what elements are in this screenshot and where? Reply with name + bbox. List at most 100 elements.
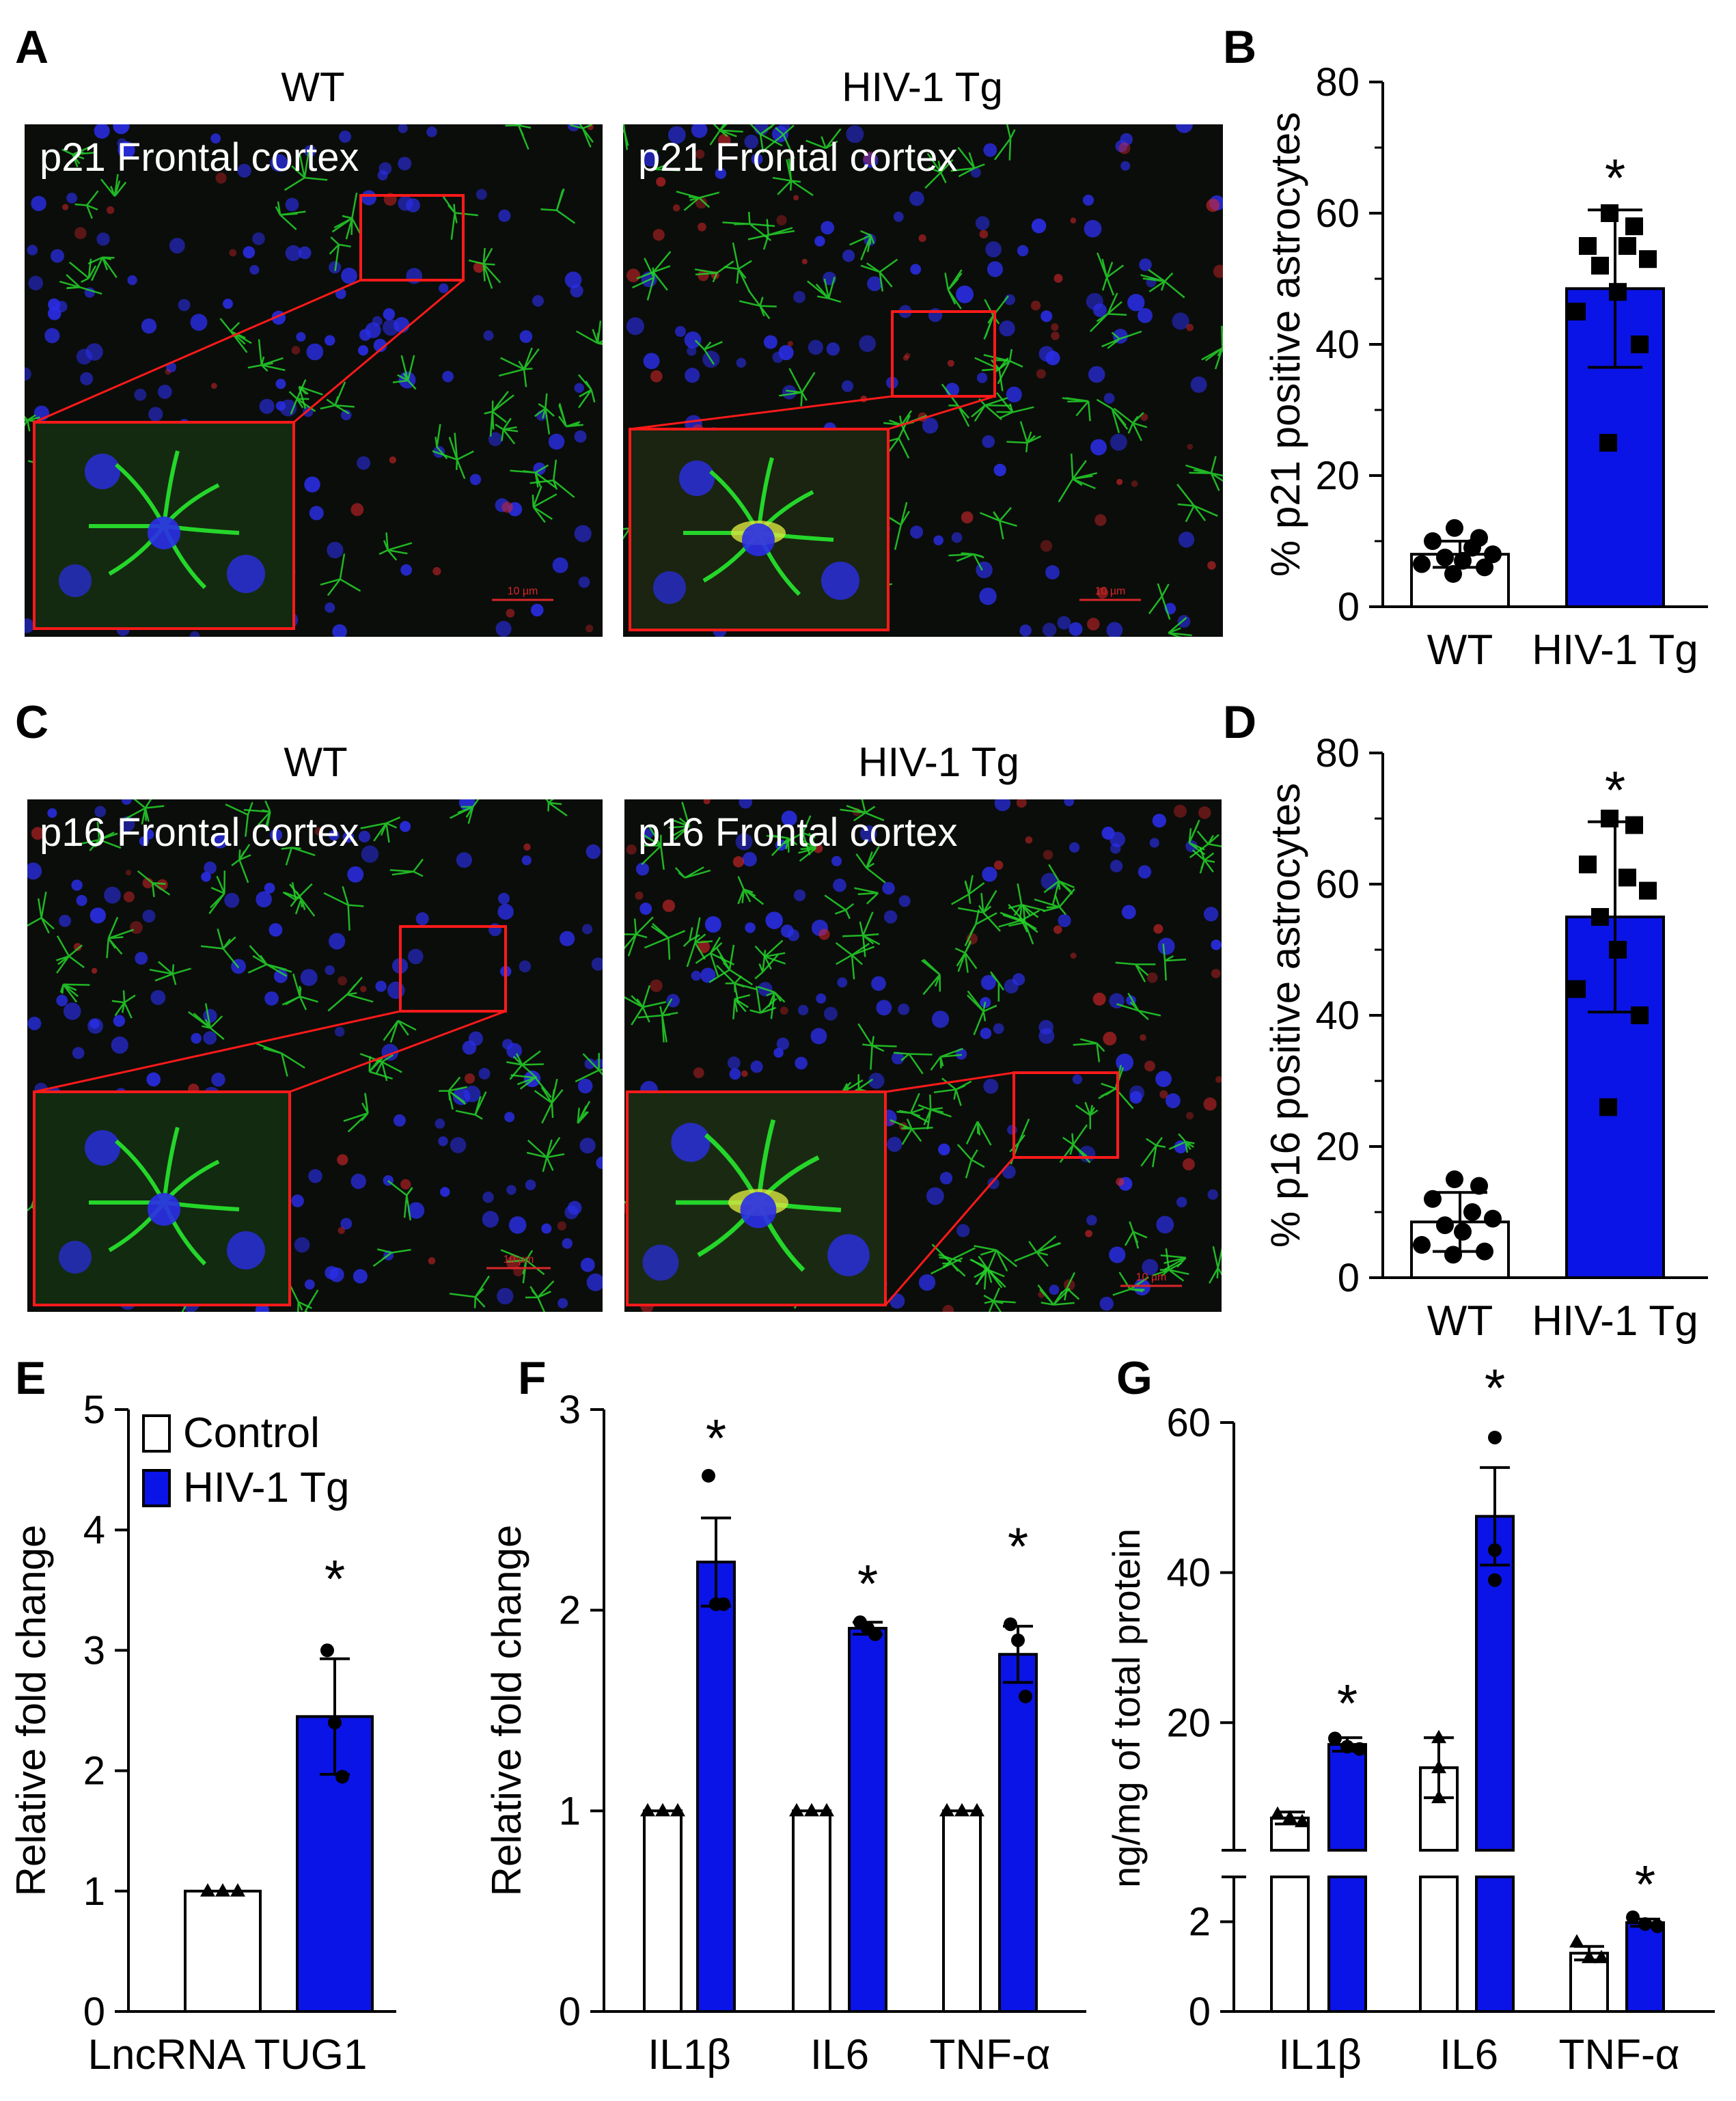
marker-spot: [1140, 413, 1148, 421]
nucleus: [27, 1016, 42, 1030]
panel-label-f: F: [518, 1352, 547, 1404]
nucleus: [398, 156, 412, 171]
data-point: [1295, 1813, 1310, 1828]
marker-spot: [1085, 1230, 1092, 1237]
nucleus: [591, 957, 603, 971]
nucleus: [1207, 1189, 1219, 1200]
nucleus: [270, 829, 283, 841]
marker-spot: [650, 979, 663, 992]
panel-label-c: C: [15, 696, 49, 748]
nucleus: [304, 1279, 315, 1290]
panel-label-e: E: [15, 1352, 46, 1404]
astrocyte: [1176, 483, 1218, 523]
nucleus: [793, 290, 805, 303]
marker-spot: [1051, 331, 1060, 340]
y-tick-label: 20: [1315, 1125, 1360, 1169]
astrocyte: [1201, 325, 1223, 370]
astrocyte: [468, 247, 501, 289]
y-tick-label: 3: [83, 1628, 105, 1673]
astrocyte: [505, 124, 532, 150]
astrocyte: [668, 801, 691, 840]
bar: [942, 1809, 982, 2013]
marker-spot: [942, 1304, 954, 1312]
data-point: [1436, 549, 1454, 566]
data-point: [789, 1802, 804, 1817]
nucleus: [1045, 351, 1060, 366]
nucleus: [674, 326, 686, 338]
nucleus: [426, 126, 437, 137]
data-point: [1638, 1917, 1652, 1931]
nucleus: [59, 1241, 92, 1274]
data-point: [868, 1627, 882, 1641]
nucleus: [863, 152, 879, 168]
y-tick-label: 60: [1315, 862, 1360, 907]
nucleus: [1064, 799, 1075, 807]
astrocyte: [534, 393, 555, 435]
marker-spot: [123, 891, 135, 903]
astrocyte: [766, 834, 798, 856]
nucleus: [975, 216, 990, 230]
nucleus: [139, 836, 150, 847]
nucleus: [56, 994, 68, 1006]
bar: [792, 1809, 831, 2013]
significance-star: *: [1337, 1673, 1358, 1733]
data-point: [1618, 237, 1636, 255]
nucleus: [584, 1058, 596, 1069]
nucleus: [1178, 532, 1195, 548]
nucleus: [415, 912, 429, 926]
x-tick-label: HIV-1 Tg: [1532, 627, 1698, 674]
nucleus: [502, 1039, 513, 1050]
nucleus: [679, 461, 715, 496]
data-point: [1579, 237, 1597, 255]
nucleus: [382, 319, 400, 336]
marker-spot: [1187, 443, 1194, 450]
nucleus: [256, 891, 272, 908]
nucleus: [860, 825, 877, 842]
nucleus: [252, 232, 265, 245]
nucleus: [842, 249, 855, 262]
marker-spot: [1070, 217, 1077, 224]
nucleus: [671, 1123, 711, 1162]
astrocyte: [231, 844, 251, 883]
marker-spot: [1186, 323, 1194, 331]
nucleus: [210, 133, 221, 143]
marker-spot: [1159, 1090, 1168, 1099]
astrocyte: [532, 486, 557, 523]
nucleus: [1177, 615, 1191, 628]
nucleus: [532, 294, 544, 307]
nucleus: [497, 1287, 514, 1305]
data-point: [969, 1802, 984, 1817]
nucleus: [113, 1015, 126, 1027]
micro-c-tg-label: p16 Frontal cortex: [638, 810, 957, 855]
astrocyte: [921, 959, 941, 995]
astrocyte: [998, 909, 1040, 933]
nucleus: [76, 894, 87, 907]
nucleus: [1084, 219, 1102, 238]
nucleus: [1088, 366, 1105, 383]
nucleus: [578, 576, 590, 588]
nucleus: [1211, 939, 1222, 950]
nucleus: [85, 1130, 120, 1166]
nucleus: [482, 1211, 499, 1228]
nucleus: [564, 271, 582, 288]
astrocyte: [857, 1023, 897, 1070]
nucleus: [377, 170, 388, 181]
y-axis-label: % p16 positive astrocytes: [1263, 783, 1308, 1248]
nucleus: [1049, 1285, 1060, 1295]
astrocyte: [575, 320, 603, 346]
data-point: [804, 1802, 819, 1817]
nucleus: [548, 433, 565, 450]
astrocyte: [360, 816, 401, 843]
y-tick-label: 1: [559, 1789, 581, 1833]
astrocyte: [933, 1077, 972, 1106]
data-point: [1631, 335, 1649, 353]
nucleus: [552, 557, 568, 573]
nucleus: [814, 236, 825, 247]
marker-spot: [557, 1221, 566, 1231]
astrocyte: [72, 821, 122, 851]
astrocyte: [875, 415, 911, 459]
nucleus: [117, 138, 128, 149]
astrocyte: [956, 1144, 985, 1179]
astrocyte: [368, 1056, 393, 1080]
x-tick-label: WT: [1427, 1297, 1493, 1345]
